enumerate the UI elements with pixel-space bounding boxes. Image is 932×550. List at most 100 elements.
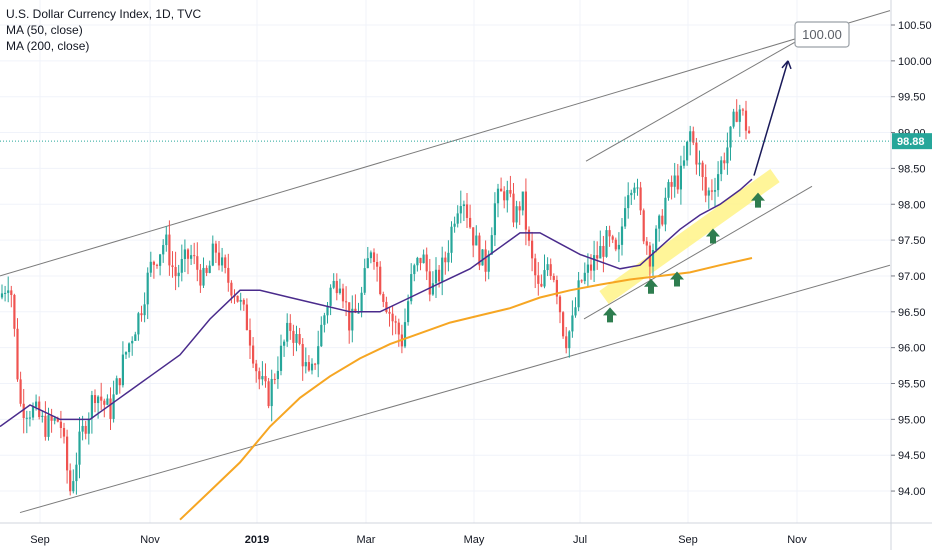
candle-body (165, 234, 168, 246)
candle-body (168, 234, 171, 266)
candle-body (140, 313, 143, 316)
candle-body (357, 312, 360, 314)
time-tick-label: Sep (30, 534, 50, 546)
candle-body (320, 324, 323, 347)
candle-body (307, 362, 310, 371)
candle-body (103, 400, 106, 405)
candle-body (624, 208, 627, 227)
candle-body (19, 379, 22, 404)
candle-body (701, 162, 704, 178)
candle-body (382, 294, 385, 302)
candle-body (267, 381, 270, 407)
candle-body (503, 191, 506, 201)
candle-body (546, 264, 549, 271)
candle-body (732, 111, 735, 127)
candle-body (515, 206, 518, 223)
candle-body (565, 336, 568, 349)
candle-body (726, 147, 729, 164)
candle-body (459, 206, 462, 214)
candle-body (363, 268, 366, 293)
candle-body (512, 193, 515, 223)
time-tick-label: Mar (357, 534, 376, 546)
candle-body (97, 396, 100, 404)
candle-body (258, 371, 261, 380)
candle-body (78, 431, 81, 465)
candle-body (221, 257, 224, 266)
candle-body (710, 190, 713, 192)
candle-body (490, 235, 493, 255)
target-label[interactable]: 100.00 (794, 21, 850, 48)
candle-body (22, 403, 25, 419)
candle-body (583, 272, 586, 282)
candle-body (552, 275, 555, 280)
candle-body (720, 160, 723, 175)
candle-body (159, 254, 162, 266)
price-tick-label: 94.50 (898, 450, 926, 462)
candle-body (174, 267, 177, 277)
candle-body (128, 343, 131, 353)
candle-body (509, 190, 512, 194)
candle-body (329, 287, 332, 306)
candle-body (589, 264, 593, 271)
candle-body (115, 378, 118, 395)
candle-body (171, 265, 174, 268)
candle-body (658, 215, 661, 229)
candle-body (388, 311, 391, 314)
candle-body (326, 305, 329, 316)
candle-body (407, 301, 410, 323)
candle-body (335, 280, 338, 294)
candle-body (571, 315, 574, 332)
candle-body (645, 241, 648, 246)
candle-body (456, 213, 459, 224)
candle-body (332, 280, 335, 288)
candle-body (121, 354, 124, 386)
candle-body (441, 257, 444, 282)
support-arrow-icon (751, 192, 765, 208)
candle-body (748, 130, 751, 134)
candle-body (69, 470, 72, 492)
candle-body (304, 362, 307, 367)
candle-body (627, 195, 630, 209)
candle-body (10, 290, 13, 295)
candle-body (698, 162, 701, 165)
candle-body (372, 252, 376, 262)
candle-body (72, 481, 75, 492)
candle-body (143, 304, 146, 316)
price-tick-label: 98.00 (898, 199, 926, 211)
candle-body (13, 294, 16, 329)
candle-body (723, 160, 726, 164)
candle-body (87, 418, 90, 434)
price-tick-label: 100.50 (898, 20, 932, 32)
candle-body (465, 204, 469, 218)
candle-body (614, 239, 617, 250)
candle-body (252, 345, 255, 364)
candle-body (323, 315, 326, 325)
candle-body (354, 308, 357, 313)
candle-body (177, 272, 180, 277)
candle-body (162, 245, 165, 255)
candle-body (112, 394, 115, 419)
candle-body (608, 230, 611, 237)
candle-body (190, 255, 193, 259)
candle-body (689, 131, 692, 142)
candle-body (245, 304, 248, 331)
candle-body (413, 265, 416, 275)
candle-body (137, 313, 140, 335)
candle-body (16, 328, 19, 380)
candle-body (242, 299, 245, 305)
candle-body (602, 245, 605, 257)
candle-body (534, 258, 537, 276)
price-axis[interactable]: 100.50100.0099.5099.0098.5098.0097.5097.… (891, 20, 932, 498)
time-axis[interactable]: Sep Nov 2019 Mar May Jul Sep Nov (30, 534, 807, 546)
candle-body (270, 378, 273, 407)
ma50-line (0, 178, 753, 428)
candle-body (7, 290, 10, 293)
candles (0, 99, 751, 496)
candle-body (199, 269, 202, 286)
time-tick-label: Nov (787, 534, 807, 546)
candle-body (109, 398, 112, 419)
candle-body (438, 269, 441, 282)
price-tick-label: 95.00 (898, 414, 926, 426)
candle-body (196, 256, 199, 270)
